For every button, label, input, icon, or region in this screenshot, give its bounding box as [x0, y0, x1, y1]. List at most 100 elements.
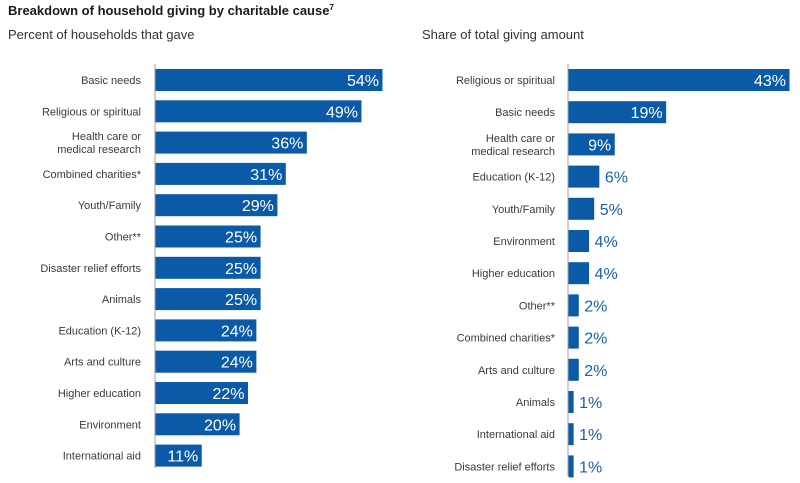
left-bar [155, 69, 383, 91]
right-category-label: Combined charities* [457, 333, 556, 345]
right-category-label: Youth/Family [492, 204, 556, 216]
left-category-label: Environment [79, 419, 141, 431]
left-bar-group: International aid 11% [63, 444, 202, 467]
left-bar [155, 162, 286, 185]
right-category-label: Higher education [472, 268, 555, 280]
right-bar [568, 197, 595, 220]
right-category-label: Animals [516, 397, 556, 409]
right-bar [568, 165, 600, 188]
left-bar [155, 350, 257, 373]
right-value-label: 5% [600, 202, 623, 219]
left-value-label: 54% [347, 73, 379, 90]
right-value-label: 1% [579, 395, 602, 412]
right-value-label: 1% [579, 427, 602, 444]
left-value-label: 25% [225, 230, 257, 247]
left-bar-group: Basic needs 54% [81, 69, 383, 91]
left-bar-group: Disaster relief efforts 25% [40, 256, 261, 279]
right-value-label: 4% [595, 266, 618, 283]
left-value-label: 24% [221, 323, 253, 340]
right-value-label: 6% [605, 170, 628, 187]
right-bar [568, 326, 579, 349]
left-category-label: Youth/Family [78, 200, 142, 212]
right-bar-group: International aid 1% [477, 423, 602, 446]
right-bar [568, 262, 590, 285]
left-value-label: 49% [326, 104, 358, 121]
left-category-label: medical research [57, 144, 141, 156]
right-bar-group: Education (K-12) 6% [472, 165, 628, 188]
left-bar-group: Youth/Family 29% [78, 194, 278, 217]
right-chart-subtitle: Share of total giving amount [422, 27, 584, 42]
right-bar [568, 423, 574, 446]
right-bar [568, 133, 615, 156]
chart-title: Breakdown of household giving by charita… [8, 3, 334, 18]
right-category-label: Education (K-12) [472, 172, 555, 184]
right-bar [568, 358, 579, 381]
right-category-label: Other** [519, 300, 556, 312]
right-bar [568, 455, 574, 478]
right-category-label: Disaster relief efforts [454, 461, 555, 473]
right-bar [568, 391, 574, 413]
left-bar-group: Animals 25% [102, 288, 261, 311]
left-bar-group: Other** 25% [105, 225, 261, 248]
title-footnote: 7 [329, 3, 334, 12]
right-bar-group: Arts and culture 2% [478, 358, 607, 381]
left-bar [155, 382, 248, 404]
right-category-label: medical research [471, 146, 555, 158]
left-bar-group: Religious or spiritual 49% [42, 100, 362, 123]
right-value-label: 2% [584, 298, 607, 315]
right-bar [568, 101, 667, 124]
right-category-label: Arts and culture [478, 365, 555, 377]
right-bar [568, 230, 590, 252]
left-category-label: Other** [105, 232, 142, 244]
right-bar-group: Environment 4% [493, 230, 618, 252]
right-category-label: Environment [493, 236, 555, 248]
right-value-label: 2% [584, 331, 607, 348]
right-bar-group: Youth/Family 5% [492, 197, 623, 220]
left-bar [155, 225, 261, 248]
right-value-label: 4% [595, 234, 618, 251]
left-bar [155, 100, 362, 123]
left-category-label: Combined charities* [43, 169, 142, 181]
right-value-label: 1% [579, 459, 602, 476]
right-bar-group: Disaster relief efforts 1% [454, 455, 602, 478]
right-bar-group: Animals 1% [516, 391, 602, 413]
right-category-label: Health care or [486, 133, 555, 145]
left-category-label: International aid [63, 451, 141, 463]
right-value-label: 19% [631, 105, 663, 122]
left-bar-group: Environment 20% [79, 413, 240, 436]
left-bar [155, 256, 261, 279]
right-bar-group: Other** 2% [519, 294, 607, 317]
left-category-label: Animals [102, 294, 142, 306]
left-category-label: Education (K-12) [58, 325, 141, 337]
left-bar-group: Combined charities* 31% [43, 162, 286, 185]
chart-title-text: Breakdown of household giving by charita… [8, 3, 330, 18]
right-value-label: 9% [588, 137, 611, 154]
left-bar-group: Higher education 22% [58, 382, 248, 404]
left-category-label: Arts and culture [64, 357, 141, 369]
left-bar [155, 288, 261, 311]
left-bar [155, 131, 307, 154]
left-chart-subtitle: Percent of households that gave [8, 27, 195, 42]
right-bar-group: Higher education 4% [472, 262, 618, 285]
left-category-label: Religious or spiritual [42, 106, 141, 118]
right-category-label: Religious or spiritual [456, 75, 555, 87]
left-value-label: 11% [167, 449, 198, 466]
right-value-label: 43% [754, 73, 786, 90]
right-bar [568, 69, 790, 91]
left-bar-group: Arts and culture 24% [64, 350, 257, 373]
left-value-label: 22% [212, 386, 244, 403]
right-category-label: International aid [477, 429, 555, 441]
left-category-label: Higher education [58, 388, 141, 400]
left-value-label: 24% [221, 355, 253, 372]
left-category-label: Disaster relief efforts [40, 263, 141, 275]
left-category-label: Basic needs [81, 75, 141, 87]
left-value-label: 25% [225, 292, 257, 309]
left-category-label: Health care or [72, 131, 141, 143]
right-bar [568, 294, 579, 317]
left-bar [155, 444, 202, 467]
left-bar [155, 413, 240, 436]
right-bar-group: Basic needs 19% [495, 101, 667, 124]
left-bar [155, 194, 278, 217]
